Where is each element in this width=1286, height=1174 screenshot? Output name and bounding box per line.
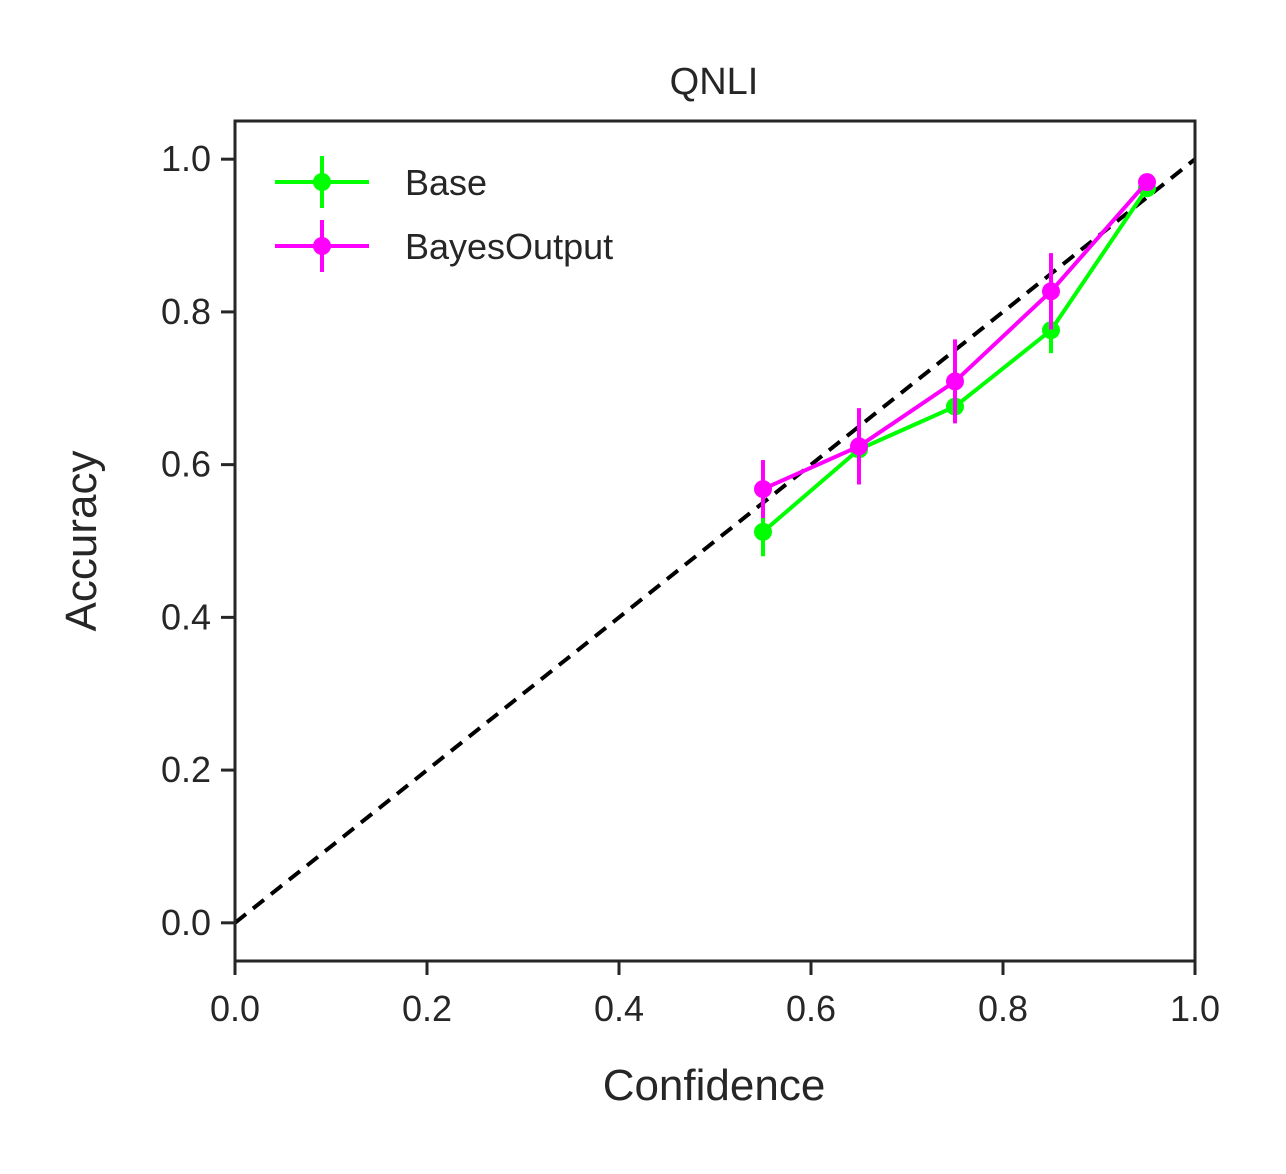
series-bayesoutput: [754, 173, 1156, 519]
x-tick-label: 0.0: [210, 988, 260, 1029]
data-point-bayesoutput: [754, 480, 772, 499]
legend-marker-base: [313, 173, 331, 191]
legend: Base BayesOutput: [275, 156, 613, 272]
x-tick-label: 0.2: [402, 988, 452, 1029]
x-axis-label: Confidence: [603, 1061, 826, 1110]
axis-ticks: 0.0 0.2 0.4 0.6 0.8 1.0 0.0 0.2 0.4 0.6 0.8 1.0: [161, 138, 1220, 1029]
legend-label-bayesoutput: BayesOutput: [405, 226, 613, 267]
y-tick-label: 0.0: [161, 902, 211, 943]
data-point-bayesoutput: [1138, 173, 1156, 192]
legend-entry-bayesoutput: BayesOutput: [275, 220, 613, 272]
reference-line-group: [233, 157, 1197, 925]
data-point-bayesoutput: [946, 372, 964, 391]
y-tick-label: 1.0: [161, 138, 211, 179]
x-tick-label: 0.4: [594, 988, 644, 1029]
x-tick-label: 0.8: [978, 988, 1028, 1029]
y-tick-label: 0.4: [161, 596, 211, 637]
legend-marker-bayesoutput: [313, 237, 331, 255]
series-line-bayesoutput: [762, 180, 1149, 491]
legend-label-base: Base: [405, 162, 487, 203]
y-tick-label: 0.6: [161, 444, 211, 485]
data-point-base: [754, 522, 772, 541]
data-point-base: [1042, 321, 1060, 340]
chart-title: QNLI: [670, 61, 759, 103]
data-point-bayesoutput: [850, 437, 868, 456]
data-point-bayesoutput: [1042, 282, 1060, 301]
x-tick-label: 0.6: [786, 988, 836, 1029]
series-layer: [754, 173, 1156, 557]
y-tick-label: 0.2: [161, 749, 211, 790]
legend-entry-base: Base: [275, 156, 487, 208]
x-tick-label: 1.0: [1170, 988, 1220, 1029]
plot-frame: [233, 119, 1197, 963]
reference-diagonal-line: [233, 157, 1197, 925]
y-tick-label: 0.8: [161, 291, 211, 332]
y-axis-label: Accuracy: [57, 451, 106, 632]
